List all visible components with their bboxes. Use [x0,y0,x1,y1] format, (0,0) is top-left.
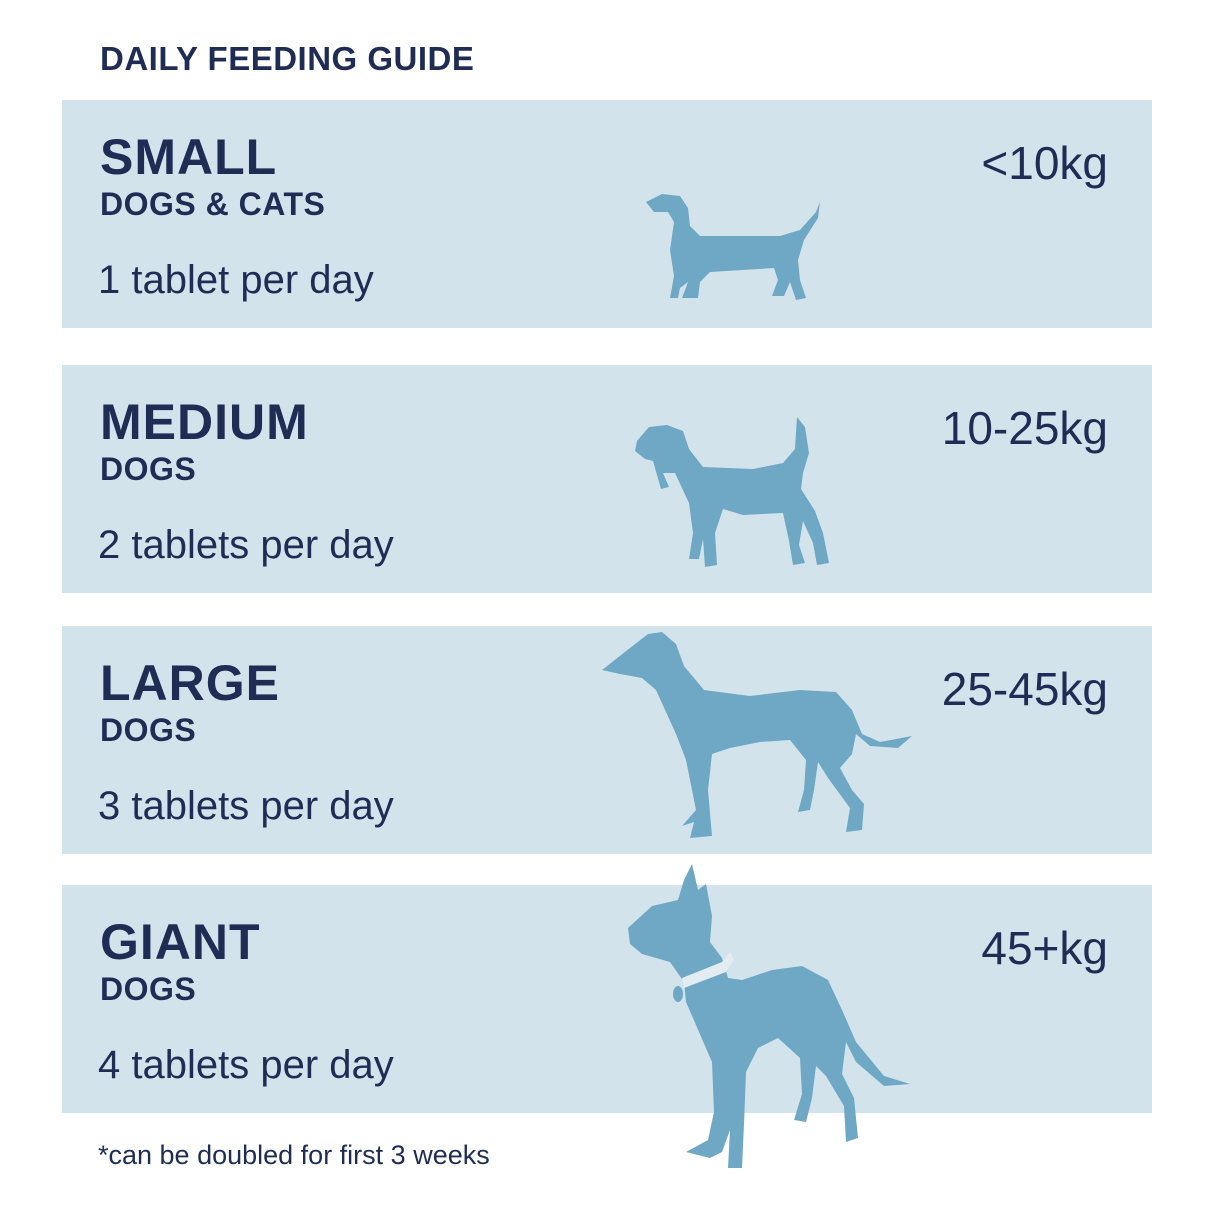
row-large: LARGE DOGS 3 tablets per day 25-45kg [62,626,1152,854]
row-medium: MEDIUM DOGS 2 tablets per day 10-25kg [62,365,1152,593]
dose-text: 2 tablets per day [98,523,394,567]
row-giant: GIANT DOGS 4 tablets per day 45+kg [62,885,1152,1113]
footnote: *can be doubled for first 3 weeks [98,1140,490,1170]
size-sublabel: DOGS & CATS [100,186,326,222]
size-label: SMALL [100,129,278,185]
weight-range: <10kg [981,137,1108,189]
greyhound-icon [602,632,912,838]
weight-range: 45+kg [981,922,1108,974]
weight-range: 25-45kg [941,663,1108,715]
dose-text: 4 tablets per day [98,1043,394,1087]
dose-text: 1 tablet per day [98,258,374,302]
size-sublabel: DOGS [100,451,197,487]
size-sublabel: DOGS [100,971,197,1007]
size-label: LARGE [100,655,280,711]
row-small: SMALL DOGS & CATS 1 tablet per day <10kg [62,100,1152,328]
page-title: DAILY FEEDING GUIDE [100,40,475,77]
great-dane-icon [628,864,910,1168]
dachshund-icon [646,194,820,300]
size-label: GIANT [100,914,261,970]
weight-range: 10-25kg [941,402,1108,454]
size-sublabel: DOGS [100,712,197,748]
dose-text: 3 tablets per day [98,784,394,828]
beagle-icon [635,417,829,567]
size-label: MEDIUM [100,394,309,450]
